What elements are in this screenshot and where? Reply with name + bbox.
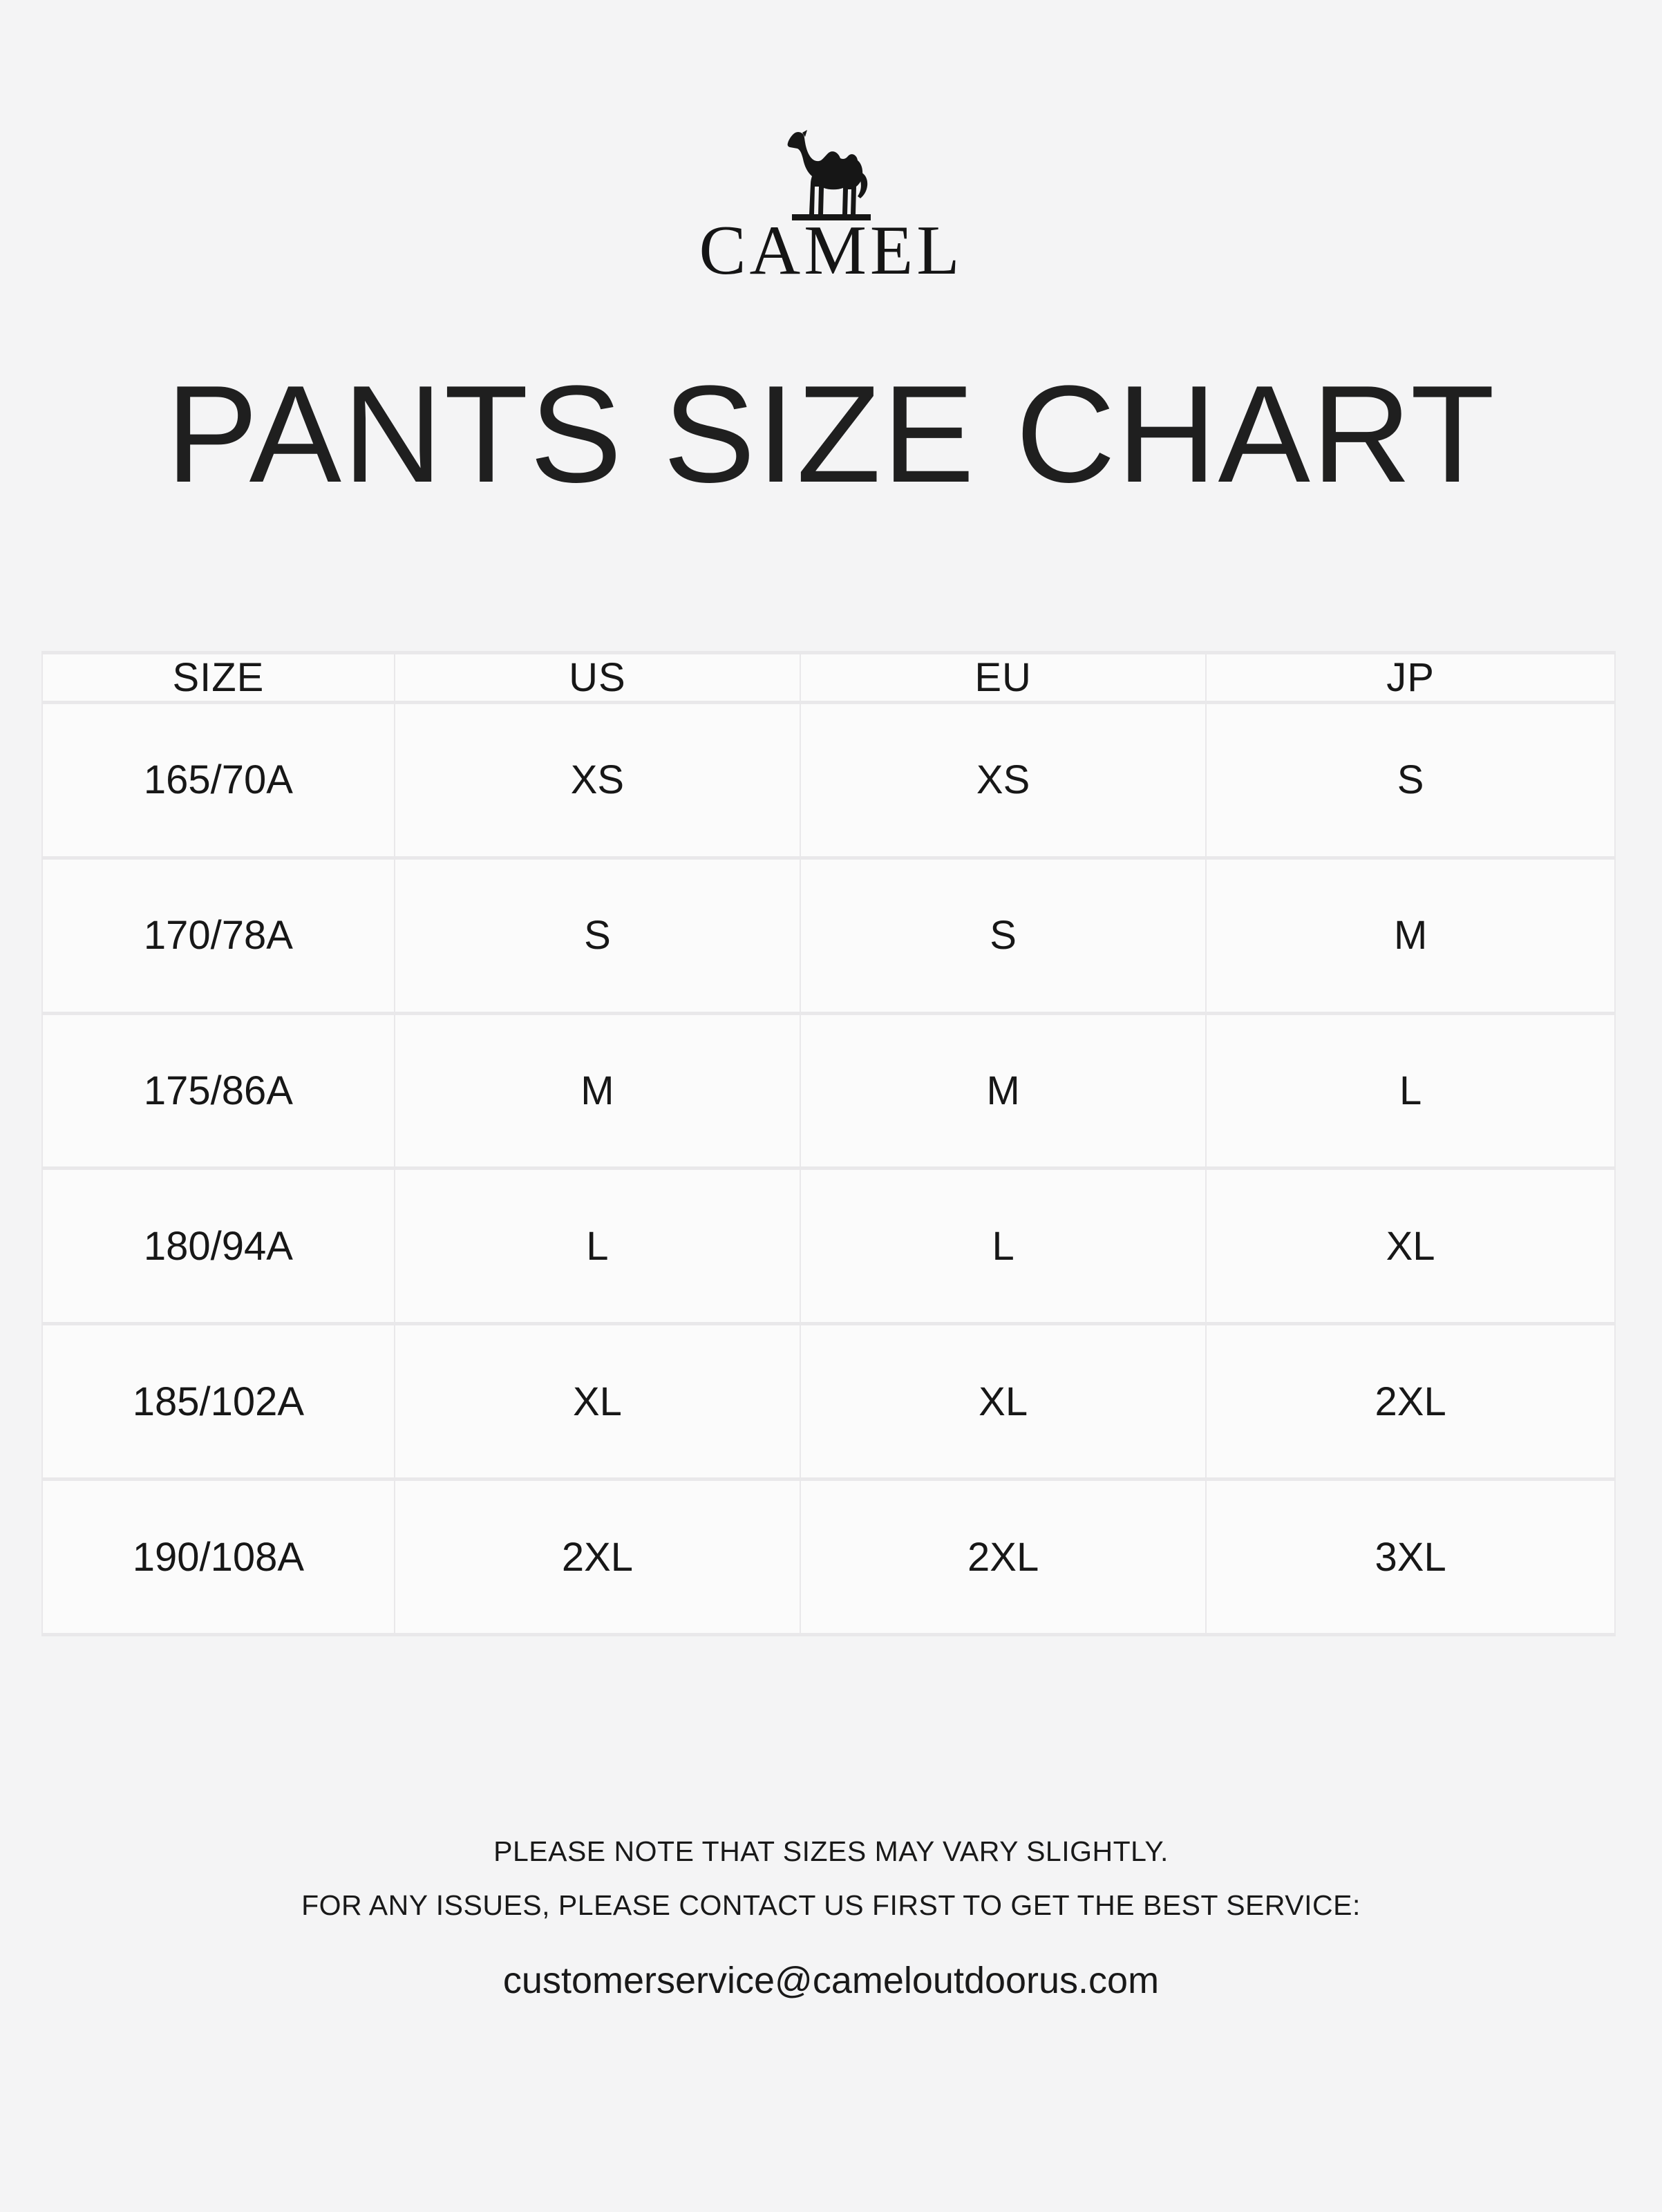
us-cell: S	[393, 856, 802, 1015]
size-cell: 165/70A	[41, 701, 395, 860]
table-row: 165/70A XS XS S	[41, 701, 1616, 860]
footer-note: PLEASE NOTE THAT SIZES MAY VARY SLIGHTLY…	[0, 1824, 1662, 1932]
footer-note-line-2: FOR ANY ISSUES, PLEASE CONTACT US FIRST …	[301, 1889, 1361, 1921]
table-row: 190/108A 2XL 2XL 3XL	[41, 1477, 1616, 1636]
eu-cell: 2XL	[800, 1477, 1207, 1636]
jp-cell: XL	[1205, 1166, 1616, 1326]
size-cell: 185/102A	[41, 1322, 395, 1482]
us-cell: XS	[393, 701, 802, 860]
contact-email: customerservice@cameloutdoorus.com	[502, 1960, 1160, 2001]
size-cell: 175/86A	[41, 1011, 395, 1171]
us-cell: 2XL	[393, 1477, 802, 1636]
column-header-eu: EU	[800, 651, 1207, 704]
eu-cell: XS	[800, 701, 1207, 860]
jp-cell: S	[1205, 701, 1616, 860]
us-cell: XL	[393, 1322, 802, 1482]
size-cell: 190/108A	[41, 1477, 395, 1636]
size-cell: 170/78A	[41, 856, 395, 1015]
eu-cell: XL	[800, 1322, 1207, 1482]
size-chart-table: SIZE US EU JP 165/70A XS XS S 170/78A S …	[41, 651, 1616, 1636]
column-header-us: US	[393, 651, 802, 704]
table-row: 175/86A M M L	[41, 1011, 1616, 1171]
eu-cell: M	[800, 1011, 1207, 1171]
camel-logo-icon	[787, 130, 871, 220]
size-cell: 180/94A	[41, 1166, 395, 1326]
eu-cell: L	[800, 1166, 1207, 1326]
eu-cell: S	[800, 856, 1207, 1015]
table-header-row: SIZE US EU JP	[41, 651, 1616, 704]
us-cell: L	[393, 1166, 802, 1326]
footer-note-line-1: PLEASE NOTE THAT SIZES MAY VARY SLIGHTLY…	[493, 1835, 1169, 1867]
jp-cell: 2XL	[1205, 1322, 1616, 1482]
us-cell: M	[393, 1011, 802, 1171]
jp-cell: 3XL	[1205, 1477, 1616, 1636]
table-row: 180/94A L L XL	[41, 1166, 1616, 1326]
table-row: 170/78A S S M	[41, 856, 1616, 1015]
table-row: 185/102A XL XL 2XL	[41, 1322, 1616, 1482]
jp-cell: M	[1205, 856, 1616, 1015]
page-title: PANTS SIZE CHART	[166, 357, 1496, 511]
column-header-jp: JP	[1205, 651, 1616, 704]
jp-cell: L	[1205, 1011, 1616, 1171]
column-header-size: SIZE	[41, 651, 395, 704]
brand-name: CAMEL	[699, 211, 963, 290]
